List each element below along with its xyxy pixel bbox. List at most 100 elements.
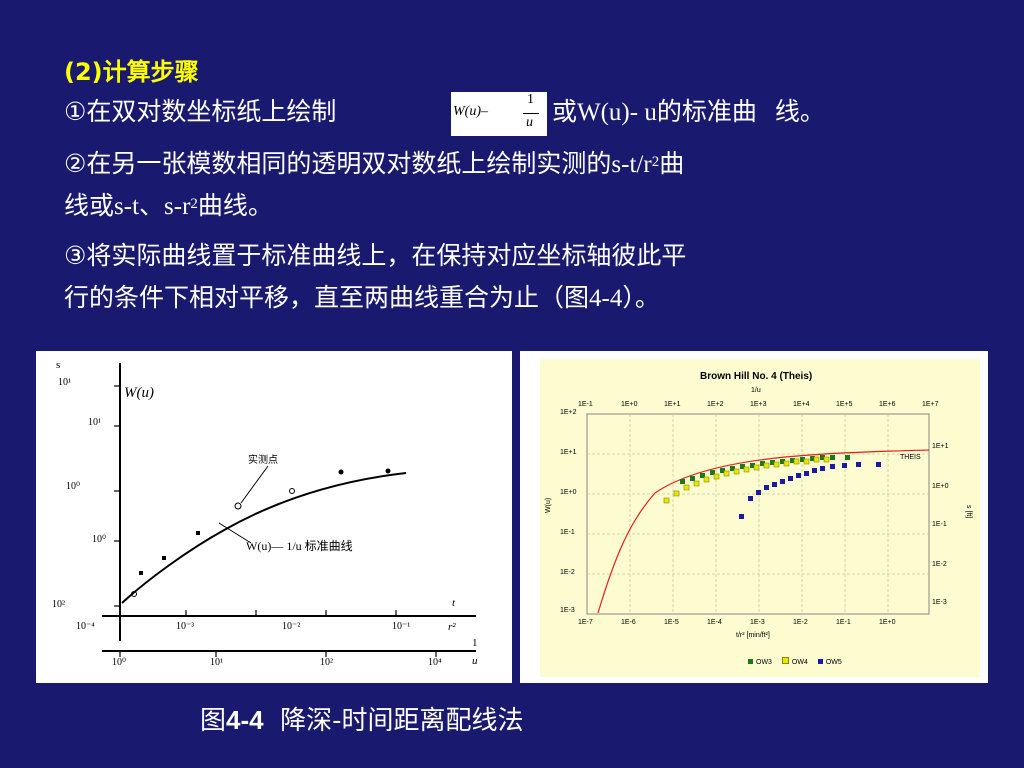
- right-tick: 1E+0: [932, 483, 949, 490]
- theis-curve-label: THEIS: [900, 454, 921, 461]
- legend-label-ow4: OW4: [791, 659, 808, 666]
- standard-curve: [121, 472, 407, 604]
- caption-title: 降深-时间距离配线法: [263, 706, 524, 736]
- step-3-text-b: 行的条件下相对平移，直至两曲线重合为止（图: [64, 283, 590, 312]
- top-ticks: 1E-1 1E+0 1E+1 1E+2 1E+3 1E+4 1E+5 1E+6 …: [578, 401, 939, 411]
- theis-chart-background: [540, 359, 980, 677]
- formula-numerator: 1: [527, 92, 534, 107]
- step-1-line-b: 或W(u)- u的标准曲 线。: [552, 94, 825, 131]
- legend-label-ow5: OW5: [825, 659, 842, 666]
- top-tick: 1E+2: [707, 401, 724, 408]
- ow5-series: [739, 462, 881, 519]
- measured-point: [385, 468, 391, 474]
- step-2-line2-sup: 2: [190, 196, 198, 212]
- left-axis-label: W(u): [545, 497, 552, 513]
- right-tick: 1E-2: [932, 561, 947, 568]
- step-2-line2-end: 曲线。: [197, 191, 273, 220]
- step-2-line2-sep: 、: [139, 191, 165, 220]
- wu-axis-label: W(u): [124, 385, 154, 401]
- step-3-fig-ref: 4-4: [589, 285, 623, 312]
- right-tick: 1E+1: [932, 443, 949, 450]
- right-tick: 1E-1: [932, 521, 947, 528]
- step-2-text-a: ②在另一张模数相同的透明双对数纸上绘制实测的: [64, 149, 612, 178]
- measured-point: [338, 469, 344, 475]
- x-bottom-label-num: 1: [472, 637, 478, 649]
- y-tick-0: 10¹: [58, 377, 71, 388]
- ow4-series: [663, 456, 830, 504]
- step-3-text-c: ）。: [622, 283, 660, 312]
- step-2-text-c: 曲: [659, 149, 685, 178]
- chart-title: Brown Hill No. 4 (Theis): [700, 371, 813, 382]
- measured-point: [234, 502, 242, 510]
- step-2-line2-sr: s-r: [164, 193, 191, 220]
- legend-swatch-ow5: [817, 659, 823, 664]
- step-2-sup: 2: [651, 154, 660, 170]
- step-2-st-r: s-t/r: [611, 151, 652, 178]
- bottom-tick: 1E-1: [836, 619, 851, 626]
- bottom-tick: 1E-7: [578, 619, 593, 626]
- left-tick: 1E-3: [560, 607, 575, 614]
- formula-fraction-bar: [523, 113, 539, 114]
- y-tick-4: 10²: [52, 599, 65, 610]
- theis-curve: [597, 449, 930, 614]
- formula-denominator: u: [526, 115, 533, 130]
- caption-prefix: 图: [200, 706, 227, 736]
- bottom-tick: 1E-3: [750, 619, 765, 626]
- step-1-line-a: ①在双对数坐标纸上绘制: [64, 94, 336, 130]
- step-3-line-1: ③将实际曲线置于标准曲线上，在保持对应坐标轴彼此平: [64, 238, 686, 274]
- standard-curve-label: W(u)— 1/u 标准曲线: [246, 539, 353, 553]
- x-top-tick-1: 10⁻³: [176, 621, 195, 632]
- y-tick-3: 10⁰: [92, 534, 107, 545]
- x-top-tick-0: 10⁻⁴: [76, 621, 95, 632]
- top-tick: 1E+3: [750, 401, 767, 408]
- step-2-line2-a: 线或: [64, 191, 115, 220]
- left-tick: 1E+1: [560, 449, 577, 456]
- left-tick: 1E+2: [560, 409, 577, 416]
- x-top-tick-2: 10⁻²: [282, 621, 301, 632]
- right-tick: 1E-3: [932, 599, 947, 606]
- measured-point: [139, 571, 143, 575]
- step-2-line-2: 线或s-t、s-r2曲线。: [64, 188, 273, 225]
- plot-frame: [586, 413, 930, 615]
- right-axis-label: s [ft]: [965, 505, 972, 519]
- x-bottom-tick-3: 10⁴: [428, 657, 442, 668]
- top-axis-label: 1/u: [751, 387, 761, 394]
- formula-lhs: W(u)–: [453, 104, 488, 119]
- y-tick-2: 10⁰: [66, 481, 81, 492]
- step-3-line-2: 行的条件下相对平移，直至两曲线重合为止（图4-4）。: [64, 280, 660, 317]
- bottom-tick: 1E-5: [664, 619, 679, 626]
- top-tick: 1E+6: [879, 401, 896, 408]
- bottom-ticks: 1E-7 1E-6 1E-5 1E-4 1E-3 1E-2 1E-1 1E+0: [578, 619, 938, 629]
- right-ticks: 1E+1 1E+0 1E-1 1E-2 1E-3: [932, 443, 962, 613]
- top-tick: 1E+7: [922, 401, 939, 408]
- step-3-text-a: ③将实际曲线置于标准曲线上，在保持对应坐标轴彼此平: [64, 241, 687, 270]
- type-curve-figure: s W(u) 10¹ 10¹ 10⁰ 10⁰ 10² 10⁻⁴ 10⁻³ 10⁻…: [36, 351, 512, 683]
- step-2-line2-st: s-t: [114, 193, 140, 220]
- legend-swatch-ow3: [748, 659, 753, 664]
- measured-points-label: 实测点: [248, 455, 278, 466]
- left-tick: 1E-2: [560, 569, 575, 576]
- bottom-tick: 1E+0: [879, 619, 896, 626]
- step-1-or: 或: [552, 97, 578, 126]
- chart-legend: OW3 OW4 OW5: [748, 657, 842, 669]
- legend-label-ow3: OW3: [756, 659, 772, 666]
- bottom-axis-label: t/r² [min/ft²]: [736, 632, 770, 639]
- bottom-tick: 1E-6: [621, 619, 636, 626]
- x-bottom-label-den: u: [472, 655, 478, 667]
- left-tick: 1E+0: [560, 489, 577, 496]
- left-tick: 1E-1: [560, 529, 575, 536]
- x-top-label-num: t: [452, 597, 456, 609]
- left-ticks: 1E+2 1E+1 1E+0 1E-1 1E-2 1E-3: [560, 409, 586, 623]
- measured-point: [162, 556, 166, 560]
- top-tick: 1E+0: [621, 401, 638, 408]
- step-1-wu-u: W(u)- u: [577, 99, 657, 126]
- x-bottom-tick-2: 10²: [320, 657, 333, 668]
- x-bottom-tick-1: 10¹: [210, 657, 223, 668]
- x-bottom-tick-0: 10⁰: [112, 657, 127, 668]
- step-1-text: ①在双对数坐标纸上绘制: [64, 97, 337, 126]
- figure-caption: 图4-4 降深-时间距离配线法: [200, 700, 524, 737]
- top-s-label: s: [56, 359, 61, 371]
- section-heading: (2)计算步骤: [64, 58, 199, 86]
- top-tick: 1E-1: [578, 401, 593, 408]
- step-1-curve-end: 线。: [774, 97, 825, 126]
